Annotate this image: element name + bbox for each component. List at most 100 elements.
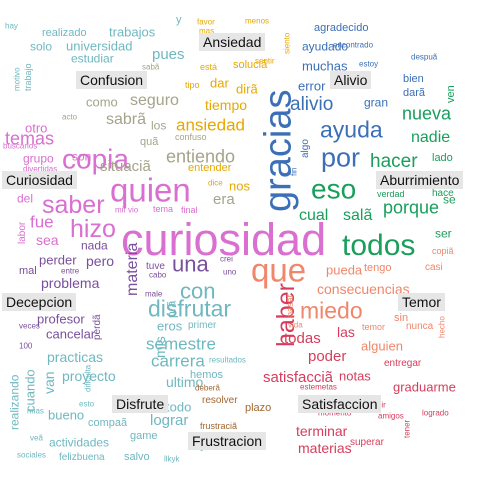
- cloud-word: practicas: [47, 348, 104, 365]
- cloud-word: labor: [17, 221, 28, 244]
- cloud-word: gracias: [257, 89, 300, 213]
- cloud-word: lado: [432, 152, 453, 165]
- cloud-word: buscarlos: [3, 141, 38, 151]
- cloud-word: bueno: [48, 407, 85, 423]
- cloud-word: quã: [140, 136, 159, 149]
- cloud-word: menos: [245, 16, 270, 26]
- cloud-word: nueva: [402, 103, 452, 124]
- cloud-word: que: [251, 251, 307, 289]
- cloud-word: ansiedad: [176, 115, 246, 135]
- cloud-word: notas: [339, 368, 371, 384]
- cloud-word: hay: [5, 21, 18, 31]
- cloud-word: compaã: [88, 417, 128, 430]
- cloud-word: algo: [300, 139, 311, 158]
- cloud-word: una: [172, 251, 209, 277]
- cloud-word: proyecto: [62, 367, 116, 384]
- cloud-word: mias: [27, 406, 44, 416]
- cloud-word: sentir: [255, 56, 275, 66]
- cloud-word: actividades: [49, 435, 110, 450]
- cloud-word: fin: [289, 167, 299, 176]
- cloud-word: poder: [308, 348, 347, 365]
- cloud-word: fue: [30, 212, 54, 232]
- cloud-word: dirã: [236, 81, 258, 97]
- cloud-word: entregar: [384, 358, 422, 369]
- category-label-satisfaccion: Satisfaccion: [298, 395, 382, 413]
- category-label-aburrimiento: Aburrimiento: [376, 171, 464, 189]
- cloud-word: encontrado: [333, 40, 374, 50]
- cloud-word: entiendo: [166, 146, 236, 167]
- cloud-word: como: [86, 94, 118, 110]
- cloud-word: nadie: [411, 129, 451, 147]
- cloud-word: consecuencias: [317, 280, 410, 297]
- cloud-word: gran: [364, 95, 389, 110]
- cloud-word: tengo: [364, 262, 392, 275]
- cloud-word: satisfacciã: [263, 369, 334, 386]
- cloud-word: otro: [25, 120, 48, 136]
- cloud-word: soluciã: [233, 59, 268, 72]
- cloud-word: dificulta: [83, 364, 93, 392]
- category-label-frustracion: Frustracion: [188, 432, 267, 450]
- cloud-word: superar: [350, 437, 384, 448]
- cloud-word: deberã: [195, 383, 220, 393]
- cloud-word: miedo: [300, 297, 363, 324]
- cloud-word: solo: [30, 39, 53, 54]
- cloud-word: muchas: [302, 58, 348, 74]
- cloud-word: darã: [403, 87, 426, 100]
- cloud-word: copiã: [432, 245, 454, 256]
- cloud-word: siento: [282, 32, 292, 54]
- cloud-word: motivo: [12, 67, 22, 91]
- cloud-word: esto: [79, 399, 95, 409]
- cloud-word: eso: [311, 173, 357, 205]
- cloud-word: agradecido: [314, 22, 369, 35]
- cloud-word: hacer: [370, 150, 418, 172]
- cloud-word: cual: [299, 207, 329, 225]
- cloud-word: nunca: [406, 321, 434, 332]
- cloud-word: vida: [288, 320, 303, 330]
- cloud-word: divertidas: [23, 164, 58, 174]
- cloud-word: del: [17, 191, 34, 206]
- cloud-word: salã: [343, 207, 373, 225]
- cloud-word: copia: [62, 143, 129, 175]
- cloud-word: entre: [61, 266, 80, 276]
- cloud-word: tuve: [146, 261, 165, 272]
- cloud-word: y: [176, 14, 182, 27]
- category-label-confusion: Confusion: [76, 71, 148, 89]
- cloud-word: porque: [383, 197, 440, 218]
- cloud-word: plazo: [245, 402, 272, 415]
- cloud-word: seguro: [130, 92, 179, 110]
- cloud-word: saber: [42, 191, 105, 219]
- cloud-word: salvo: [124, 451, 150, 464]
- cloud-word: graduarme: [393, 379, 456, 395]
- cloud-word: llkyk: [164, 454, 180, 464]
- cloud-word: ven: [445, 85, 458, 103]
- cloud-word: alivio: [290, 93, 334, 115]
- cloud-word: hecho: [437, 316, 447, 338]
- cloud-word: estudiar: [71, 51, 114, 66]
- cloud-word: dar: [210, 75, 229, 91]
- cloud-word: confuso: [175, 131, 207, 142]
- cloud-word: bien: [403, 73, 424, 86]
- cloud-word: todas: [284, 330, 321, 347]
- cloud-word: son: [72, 149, 92, 164]
- category-label-ansiedad: Ansiedad: [199, 33, 266, 51]
- cloud-word: male: [145, 289, 163, 299]
- cloud-word: disfrutar: [148, 295, 232, 322]
- cloud-word: favor: [197, 17, 215, 27]
- cloud-word: realizando: [7, 374, 22, 430]
- cloud-word: pues: [152, 46, 185, 63]
- cloud-word: todo: [166, 399, 192, 415]
- cloud-word: era: [213, 191, 235, 208]
- cloud-word: cabo: [149, 270, 167, 280]
- category-label-disfrute: Disfrute: [112, 395, 169, 413]
- cloud-word: hemos: [190, 369, 224, 382]
- cloud-word: sociales: [17, 450, 46, 460]
- cloud-word: entender: [188, 162, 232, 175]
- cloud-word: perder: [39, 252, 77, 268]
- cloud-word: los: [151, 118, 167, 133]
- cloud-word: despuã: [411, 52, 438, 62]
- cloud-word: tiempo: [205, 96, 248, 113]
- cloud-word: momento: [318, 408, 352, 418]
- category-label-decepcion: Decepcion: [2, 293, 77, 311]
- cloud-word: con: [180, 278, 216, 304]
- cloud-word: sin: [394, 312, 409, 325]
